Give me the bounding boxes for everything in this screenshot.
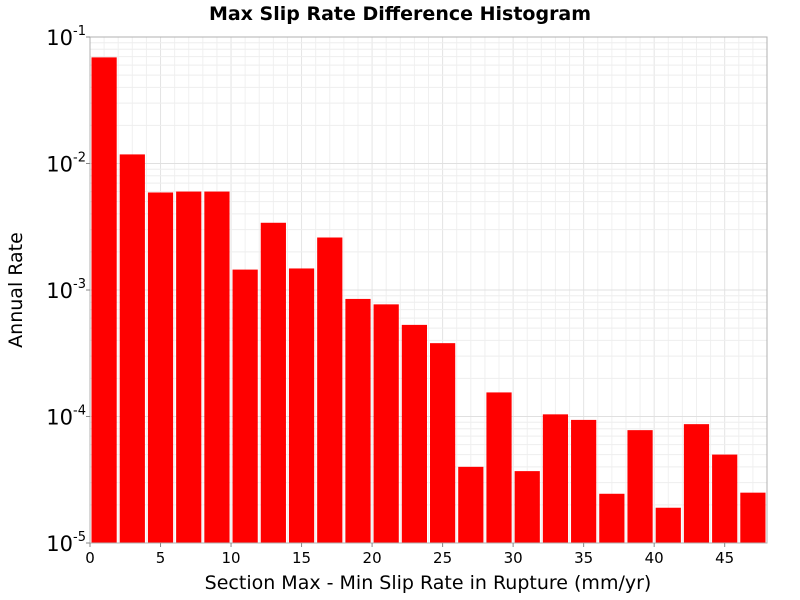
x-tick-label: 20 (363, 549, 382, 567)
histogram-bar (599, 493, 625, 543)
histogram-bar (655, 507, 681, 543)
x-tick-label: 5 (156, 549, 166, 567)
x-tick-label: 25 (433, 549, 452, 567)
x-tick-label: 0 (85, 549, 95, 567)
histogram-bar (571, 419, 597, 543)
histogram-bar (119, 154, 145, 543)
histogram-bar (542, 414, 569, 543)
histogram-bar (712, 454, 738, 543)
histogram-bar (147, 192, 174, 543)
histogram-bar (683, 424, 710, 543)
x-axis-label: Section Max - Min Slip Rate in Rupture (… (205, 572, 652, 594)
y-tick-label: 10-5 (46, 530, 86, 556)
y-axis-ticks: 10-1 10-2 10-3 10-4 10-5 (46, 24, 90, 556)
histogram-bar (458, 466, 484, 543)
y-tick-label: 10-4 (46, 404, 86, 430)
bars-group (91, 57, 766, 544)
y-axis-label: Annual Rate (5, 232, 27, 348)
y-tick-label: 10-1 (46, 24, 86, 50)
histogram-bar (514, 471, 540, 543)
histogram-bar (345, 298, 371, 543)
histogram-bar (430, 343, 456, 543)
x-axis-ticks: 0 5 10 15 20 25 30 35 40 45 (85, 543, 734, 567)
x-tick-label: 15 (292, 549, 311, 567)
chart-title: Max Slip Rate Difference Histogram (209, 3, 591, 25)
histogram-bar (401, 324, 427, 543)
histogram-bar (260, 222, 286, 543)
histogram-bar (91, 57, 117, 543)
y-tick-label: 10-2 (46, 151, 86, 177)
histogram-bar (486, 392, 512, 543)
histogram-bar (627, 430, 653, 543)
x-tick-label: 35 (574, 549, 593, 567)
histogram-bar (373, 304, 399, 543)
x-tick-label: 40 (645, 549, 664, 567)
x-tick-label: 10 (221, 549, 240, 567)
histogram-bar (288, 268, 315, 543)
x-tick-label: 45 (715, 549, 734, 567)
histogram-bar (317, 237, 343, 544)
x-tick-label: 30 (504, 549, 523, 567)
histogram-bar (232, 269, 258, 543)
y-tick-label: 10-3 (46, 277, 86, 303)
histogram-bar (204, 191, 230, 543)
histogram-bar (740, 492, 766, 543)
histogram-bar (176, 191, 202, 543)
